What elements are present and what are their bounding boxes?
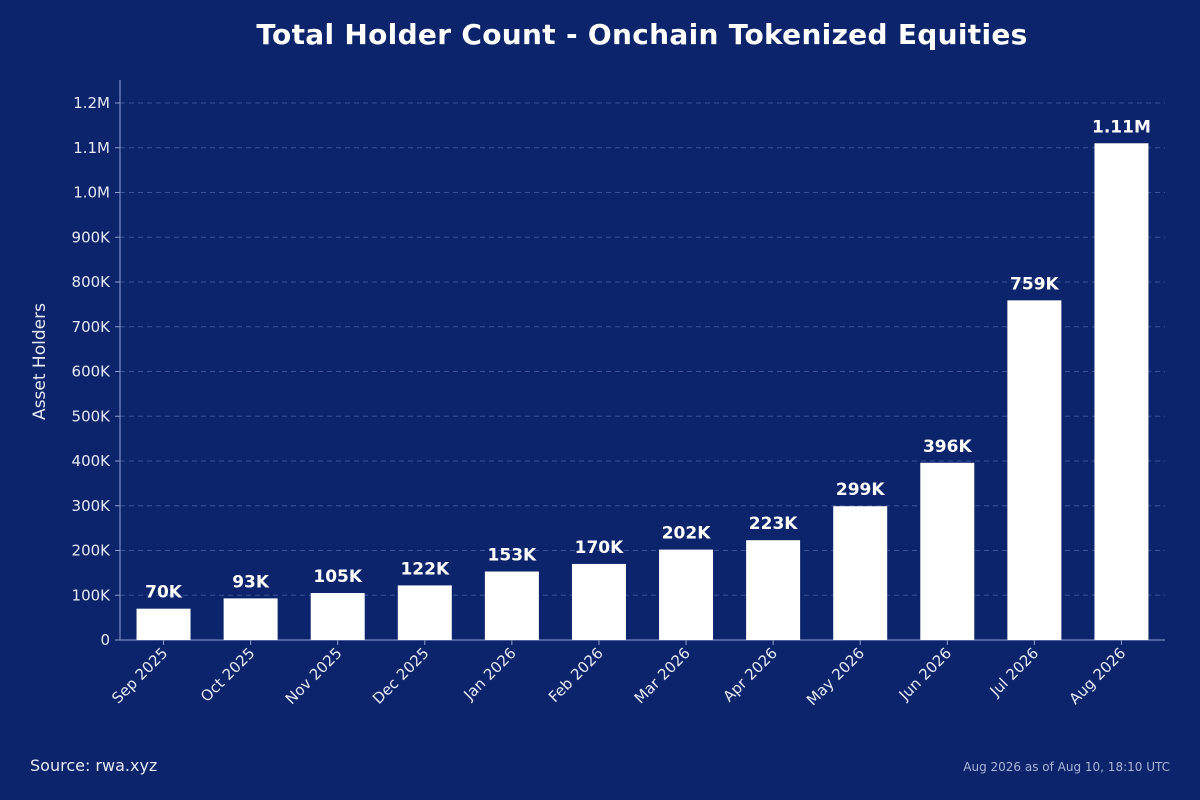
y-tick-label: 0 bbox=[100, 631, 110, 649]
data-label: 396K bbox=[923, 437, 972, 457]
x-tick-label: Nov 2025 bbox=[282, 644, 346, 708]
data-label: 202K bbox=[662, 524, 711, 544]
x-tick-label: Aug 2026 bbox=[1065, 644, 1129, 708]
bar bbox=[397, 585, 452, 640]
bar bbox=[484, 571, 539, 640]
data-label: 105K bbox=[313, 567, 362, 587]
bar bbox=[746, 540, 801, 640]
data-label: 153K bbox=[488, 546, 537, 566]
x-tick-label: Jan 2026 bbox=[460, 644, 520, 704]
bar bbox=[310, 593, 365, 640]
bar bbox=[223, 598, 278, 640]
y-axis-title: Asset Holders bbox=[30, 303, 50, 420]
x-tick-label: Jul 2026 bbox=[986, 644, 1043, 701]
y-tick-label: 100K bbox=[72, 586, 112, 604]
y-tick-label: 300K bbox=[72, 497, 112, 515]
data-label: 759K bbox=[1010, 274, 1059, 294]
bar bbox=[659, 549, 714, 640]
y-tick-label: 1.1M bbox=[73, 139, 110, 157]
x-tick-label: Mar 2026 bbox=[631, 644, 694, 707]
x-tick-label: Feb 2026 bbox=[545, 644, 607, 706]
x-tick-label: Jun 2026 bbox=[895, 644, 955, 704]
bar bbox=[136, 608, 191, 640]
bar bbox=[833, 506, 888, 640]
bar bbox=[1007, 300, 1062, 640]
x-tick-label: Sep 2025 bbox=[108, 644, 171, 707]
data-label: 299K bbox=[836, 480, 885, 500]
bar bbox=[571, 563, 626, 640]
y-tick-label: 500K bbox=[72, 407, 112, 425]
data-label: 170K bbox=[575, 538, 624, 558]
bar bbox=[920, 462, 975, 640]
x-tick-label: May 2026 bbox=[803, 644, 868, 709]
data-label: 93K bbox=[232, 572, 270, 592]
y-tick-label: 700K bbox=[72, 318, 112, 336]
y-tick-label: 200K bbox=[72, 542, 112, 560]
y-tick-label: 600K bbox=[72, 363, 112, 381]
data-label: 1.11M bbox=[1092, 117, 1151, 137]
data-label: 70K bbox=[145, 583, 183, 603]
data-label: 122K bbox=[400, 559, 449, 579]
y-tick-label: 400K bbox=[72, 452, 112, 470]
x-tick-label: Oct 2025 bbox=[197, 644, 258, 705]
data-label: 223K bbox=[749, 514, 798, 534]
y-tick-label: 900K bbox=[72, 228, 112, 246]
x-tick-label: Apr 2026 bbox=[720, 644, 781, 705]
y-tick-label: 1.2M bbox=[73, 94, 110, 112]
source-label: Source: rwa.xyz bbox=[30, 756, 158, 775]
y-tick-label: 1.0M bbox=[73, 184, 110, 202]
timestamp-label: Aug 2026 as of Aug 10, 18:10 UTC bbox=[963, 760, 1170, 774]
x-tick-label: Dec 2025 bbox=[369, 644, 433, 708]
y-tick-label: 800K bbox=[72, 273, 112, 291]
chart-title: Total Holder Count - Onchain Tokenized E… bbox=[256, 18, 1028, 51]
bar bbox=[1094, 143, 1149, 640]
